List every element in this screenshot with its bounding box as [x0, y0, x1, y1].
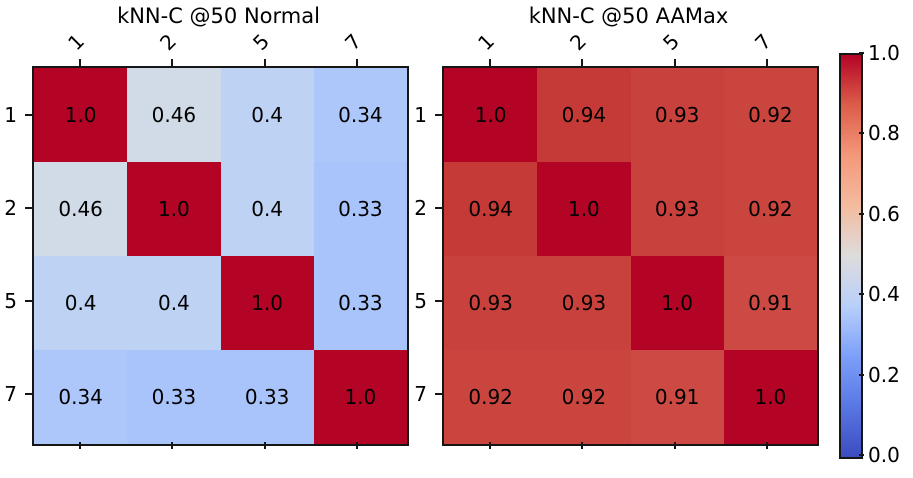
heatmap-cell-5x1: 0.4 [34, 256, 128, 350]
heatmap-cell-2x7: 0.33 [313, 162, 407, 256]
y-tick-label: 1 [4, 102, 17, 127]
x-tick-label: 1 [473, 29, 500, 55]
colorbar-tick [859, 373, 864, 376]
x-tick-top [489, 59, 492, 66]
x-tick-label: 7 [339, 29, 366, 55]
heatmap-cell-1x2: 0.46 [127, 68, 221, 162]
colorbar-tick-label: 0.2 [868, 362, 900, 387]
heatmap-cell-7x1: 0.34 [34, 350, 128, 444]
x-tick-bottom [355, 442, 358, 449]
heatmap-cell-7x7: 1.0 [723, 350, 817, 444]
y-tick [435, 113, 442, 116]
y-tick [435, 299, 442, 302]
heatmap-cell-2x7: 0.92 [723, 162, 817, 256]
heatmap-cell-5x7: 0.91 [723, 256, 817, 350]
y-tick [435, 206, 442, 209]
heatmap-cell-1x2: 0.94 [537, 68, 631, 162]
colorbar-tick [859, 454, 864, 456]
left-heatmap-title: kNN-C @50 Normal [117, 4, 320, 28]
heatmap-cell-2x1: 0.46 [34, 162, 128, 256]
heatmap-cell-1x7: 0.92 [723, 68, 817, 162]
heatmap-cell-1x5: 0.93 [630, 68, 724, 162]
x-tick-top [581, 59, 584, 66]
x-tick-label: 1 [63, 29, 90, 55]
y-tick [25, 299, 32, 302]
y-tick-label: 7 [414, 381, 427, 406]
x-tick-bottom [581, 442, 584, 449]
x-tick-bottom [765, 442, 768, 449]
heatmap-cell-1x1: 1.0 [34, 68, 128, 162]
heatmap-cell-2x5: 0.4 [220, 162, 314, 256]
heatmap-cell-7x5: 0.33 [220, 350, 314, 444]
right-heatmap: 1.0 0.94 0.93 0.92 0.94 1.0 0.93 0.92 0.93 0.93 1.… [442, 66, 819, 446]
left-heatmap: 1.0 0.46 0.4 0.34 0.46 1.0 0.4 0.33 0.4 0.4 1.0 0.3… [32, 66, 409, 446]
heatmap-cell-5x5: 1.0 [220, 256, 314, 350]
y-tick-label: 5 [4, 288, 17, 313]
y-tick [435, 392, 442, 395]
heatmap-cell-1x1: 1.0 [444, 68, 538, 162]
x-tick-bottom [263, 442, 266, 449]
y-tick-label: 2 [414, 195, 427, 220]
x-tick-label: 2 [565, 29, 592, 55]
x-tick-top [263, 59, 266, 66]
heatmap-cell-7x1: 0.92 [444, 350, 538, 444]
colorbar-tick-label: 1.0 [868, 41, 900, 65]
x-tick-top [355, 59, 358, 66]
colorbar-tick [859, 52, 864, 54]
x-tick-top [79, 59, 82, 66]
colorbar-tick [859, 212, 864, 215]
heatmap-cell-1x5: 0.4 [220, 68, 314, 162]
y-tick [25, 206, 32, 209]
heatmap-cell-1x7: 0.34 [313, 68, 407, 162]
right-heatmap-title: kNN-C @50 AAMax [528, 4, 729, 28]
heatmap-cell-7x2: 0.33 [127, 350, 221, 444]
x-tick-label: 5 [657, 29, 684, 55]
x-tick-top [765, 59, 768, 66]
heatmap-cell-2x1: 0.94 [444, 162, 538, 256]
heatmap-cell-5x2: 0.4 [127, 256, 221, 350]
colorbar-tick-label: 0.6 [868, 201, 900, 226]
colorbar-tick-label: 0.8 [868, 121, 900, 146]
x-tick-bottom [79, 442, 82, 449]
heatmap-cell-2x2: 1.0 [127, 162, 221, 256]
y-tick [25, 113, 32, 116]
x-tick-label: 2 [155, 29, 182, 55]
y-tick-label: 5 [414, 288, 427, 313]
heatmap-cell-2x5: 0.93 [630, 162, 724, 256]
x-tick-bottom [489, 442, 492, 449]
heatmap-cell-5x7: 0.33 [313, 256, 407, 350]
x-tick-label: 7 [749, 29, 776, 55]
y-tick-label: 1 [414, 102, 427, 127]
x-tick-bottom [171, 442, 174, 449]
heatmap-cell-5x5: 1.0 [630, 256, 724, 350]
heatmap-cell-7x2: 0.92 [537, 350, 631, 444]
colorbar-gradient [839, 53, 863, 459]
x-tick-bottom [673, 442, 676, 449]
y-tick-label: 7 [4, 381, 17, 406]
y-tick [25, 392, 32, 395]
x-tick-label: 5 [247, 29, 274, 55]
heatmap-cell-5x2: 0.93 [537, 256, 631, 350]
colorbar-tick [859, 293, 864, 296]
colorbar-tick-label: 0.0 [868, 443, 900, 467]
heatmap-cell-7x7: 1.0 [313, 350, 407, 444]
heatmap-cell-7x5: 0.91 [630, 350, 724, 444]
colorbar-tick-label: 0.4 [868, 282, 900, 307]
y-tick-label: 2 [4, 195, 17, 220]
colorbar-tick [859, 132, 864, 135]
x-tick-top [673, 59, 676, 66]
heatmap-cell-5x1: 0.93 [444, 256, 538, 350]
heatmap-cell-2x2: 1.0 [537, 162, 631, 256]
x-tick-top [171, 59, 174, 66]
